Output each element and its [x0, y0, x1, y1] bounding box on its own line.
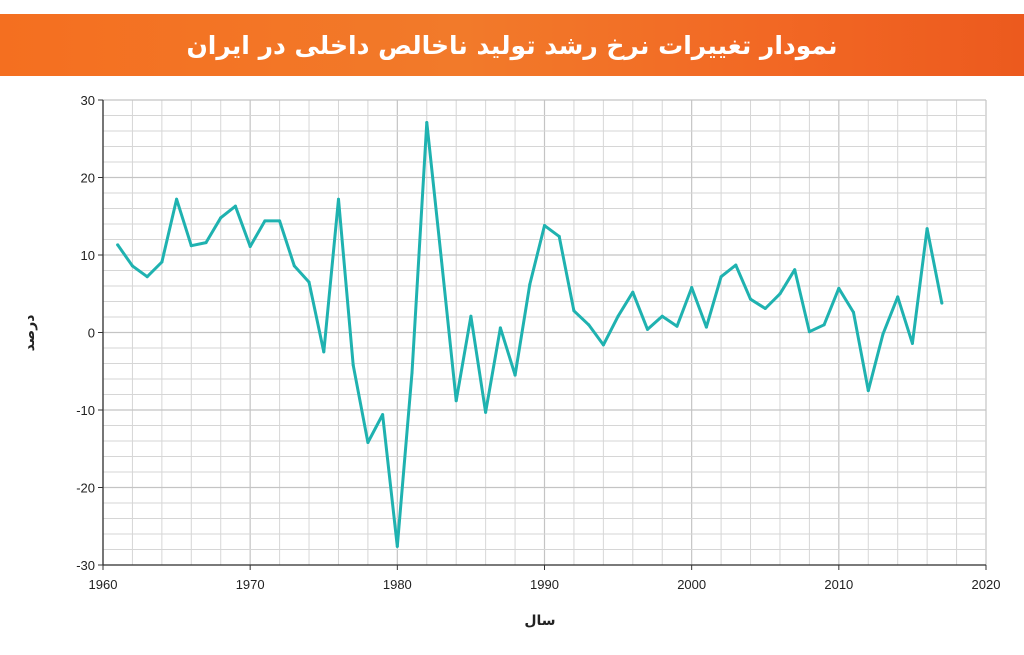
- data-point-2017: [940, 301, 944, 305]
- data-point-1977: [351, 363, 355, 367]
- data-point-2001: [704, 325, 708, 329]
- data-point-2011: [852, 310, 856, 314]
- data-point-1975: [322, 350, 326, 354]
- data-point-2016: [925, 227, 929, 231]
- data-point-1988: [513, 373, 517, 377]
- title-banner: نمودار تغییرات نرخ رشد تولید ناخالص داخل…: [0, 14, 1024, 76]
- data-point-1971: [263, 219, 267, 223]
- data-points: [116, 120, 944, 548]
- data-point-2000: [690, 286, 694, 290]
- data-point-1995: [616, 314, 620, 318]
- data-point-1996: [631, 290, 635, 294]
- data-point-2005: [763, 306, 767, 310]
- data-point-1966: [189, 244, 193, 248]
- data-point-1987: [498, 326, 502, 330]
- data-point-1969: [233, 204, 237, 208]
- data-point-2012: [866, 389, 870, 393]
- y-tick-label: -10: [76, 403, 95, 418]
- data-point-2003: [734, 263, 738, 267]
- grid: [102, 99, 987, 566]
- data-point-2004: [749, 297, 753, 301]
- data-point-1964: [160, 260, 164, 264]
- data-point-1982: [425, 120, 429, 124]
- y-axis-label: درصد: [22, 315, 38, 352]
- data-point-1974: [307, 280, 311, 284]
- data-point-2009: [822, 323, 826, 327]
- data-point-1979: [381, 413, 385, 417]
- data-point-1972: [278, 219, 282, 223]
- y-tick-label: 0: [88, 326, 95, 341]
- y-tick-label: 30: [81, 93, 95, 108]
- data-point-1973: [292, 264, 296, 268]
- data-point-1989: [528, 282, 532, 286]
- data-point-1968: [219, 216, 223, 220]
- data-point-1967: [204, 241, 208, 245]
- x-tick-label: 1970: [236, 577, 265, 592]
- data-point-1986: [484, 410, 488, 414]
- gdp-growth-line: [116, 121, 944, 548]
- data-point-1980: [395, 544, 399, 548]
- data-point-1981: [410, 371, 414, 375]
- chart-title: نمودار تغییرات نرخ رشد تولید ناخالص داخل…: [186, 30, 838, 60]
- data-point-2002: [719, 275, 723, 279]
- data-point-1999: [675, 324, 679, 328]
- data-point-1993: [587, 323, 591, 327]
- data-point-1970: [248, 244, 252, 248]
- data-point-1992: [572, 309, 576, 313]
- x-tick-label: 2000: [677, 577, 706, 592]
- data-point-1978: [366, 441, 370, 445]
- x-tick-label: 1980: [383, 577, 412, 592]
- data-point-1991: [557, 234, 561, 238]
- data-point-2010: [837, 286, 841, 290]
- tick-labels: 1960 1970 1980 1990 2000 2010 20203020100-10-2…: [76, 93, 1000, 592]
- data-point-1984: [454, 399, 458, 403]
- data-point-2008: [807, 330, 811, 334]
- y-tick-label: -20: [76, 481, 95, 496]
- data-point-1963: [145, 275, 149, 279]
- x-tick-label: 2020: [972, 577, 1001, 592]
- axes: [98, 99, 987, 570]
- data-point-1965: [175, 197, 179, 201]
- data-point-1962: [130, 264, 134, 268]
- data-point-2007: [793, 268, 797, 272]
- y-tick-label: -30: [76, 558, 95, 573]
- data-point-1983: [439, 258, 443, 262]
- data-point-1961: [116, 243, 120, 247]
- data-point-2013: [881, 332, 885, 336]
- y-tick-label: 10: [81, 248, 95, 263]
- data-point-1976: [336, 197, 340, 201]
- data-point-2015: [910, 341, 914, 345]
- x-tick-label: 1960: [89, 577, 118, 592]
- x-tick-label: 2010: [824, 577, 853, 592]
- x-tick-label: 1990: [530, 577, 559, 592]
- data-point-1997: [646, 327, 650, 331]
- data-point-1985: [469, 314, 473, 318]
- x-axis-label: سال: [524, 613, 555, 629]
- data-point-1994: [601, 343, 605, 347]
- y-tick-label: 20: [81, 171, 95, 186]
- data-point-1998: [660, 314, 664, 318]
- data-point-1990: [543, 224, 546, 228]
- data-point-2014: [896, 295, 900, 299]
- data-point-2006: [778, 292, 782, 296]
